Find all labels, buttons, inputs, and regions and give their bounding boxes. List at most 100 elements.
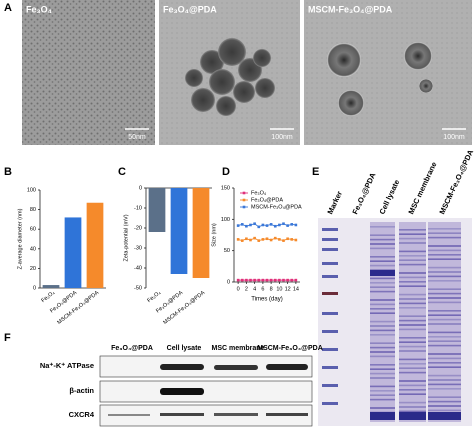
scale-bar-label: 100nm bbox=[271, 134, 293, 141]
panel-label: E bbox=[312, 166, 319, 178]
protein-band bbox=[428, 288, 461, 290]
data-point bbox=[240, 278, 244, 282]
data-point bbox=[257, 225, 261, 229]
data-point bbox=[273, 278, 277, 282]
scale-bar-label: 50nm bbox=[128, 134, 146, 141]
data-point bbox=[286, 224, 289, 227]
protein-band bbox=[428, 405, 461, 407]
legend-label: MSCM-Fe₃O₄@PDA bbox=[251, 204, 302, 210]
protein-band bbox=[399, 367, 426, 369]
protein-band bbox=[370, 329, 395, 332]
data-point bbox=[245, 224, 248, 228]
protein-band bbox=[428, 344, 461, 347]
data-point bbox=[290, 238, 294, 241]
x-tick-label: Fe₃O₄ bbox=[40, 290, 56, 305]
protein-band bbox=[399, 293, 426, 296]
protein-band bbox=[370, 260, 395, 262]
protein-band bbox=[370, 308, 395, 310]
protein-band bbox=[428, 396, 461, 398]
y-tick-label: 60 bbox=[30, 227, 36, 233]
protein-band bbox=[428, 236, 461, 239]
protein-band bbox=[399, 242, 426, 244]
protein-band bbox=[370, 290, 395, 293]
x-tick-label: 8 bbox=[270, 286, 273, 292]
protein-band bbox=[399, 237, 426, 240]
panel-label: D bbox=[222, 166, 230, 178]
data-point bbox=[240, 223, 244, 226]
data-point bbox=[261, 278, 265, 282]
blot-strip bbox=[99, 404, 313, 427]
protein-band bbox=[428, 366, 461, 368]
x-tick-label: MSCM-Fe₃O₄@PDA bbox=[56, 290, 100, 326]
protein-band bbox=[399, 341, 426, 343]
data-point bbox=[265, 224, 269, 227]
protein-band bbox=[399, 276, 426, 279]
marker-band bbox=[322, 402, 338, 405]
blot-strip bbox=[99, 380, 313, 403]
protein-band bbox=[428, 275, 461, 278]
bar bbox=[170, 188, 188, 274]
protein-band bbox=[428, 383, 461, 386]
data-point bbox=[265, 237, 269, 241]
lane-label: MSC membrane bbox=[406, 161, 438, 216]
protein-band bbox=[428, 258, 461, 260]
y-tick-label: -20 bbox=[134, 225, 142, 231]
protein-band bbox=[428, 228, 461, 230]
bar bbox=[148, 188, 166, 232]
protein-band bbox=[370, 270, 395, 276]
data-point bbox=[294, 238, 298, 242]
bar bbox=[64, 217, 82, 288]
image-label: Fe₃O₄@PDA bbox=[163, 4, 217, 14]
y-tick-label: -30 bbox=[134, 245, 142, 251]
protein-band bbox=[428, 409, 461, 412]
data-point bbox=[261, 223, 265, 227]
protein-band bbox=[370, 320, 395, 323]
blot-strip bbox=[99, 355, 313, 378]
data-point bbox=[286, 237, 289, 241]
protein-band bbox=[399, 285, 426, 287]
protein-band bbox=[370, 372, 395, 375]
row-label: β-actin bbox=[69, 386, 94, 395]
x-tick-label: 0 bbox=[237, 286, 240, 292]
protein-band bbox=[399, 263, 426, 266]
bar bbox=[42, 285, 60, 288]
protein-band bbox=[428, 297, 461, 299]
bar bbox=[86, 202, 104, 288]
x-tick-label: 4 bbox=[253, 286, 256, 292]
y-tick-label: -40 bbox=[134, 265, 142, 271]
data-point bbox=[240, 239, 244, 242]
x-tick-label: 10 bbox=[276, 286, 282, 292]
protein-band bbox=[370, 303, 395, 306]
protein-band bbox=[399, 281, 426, 283]
protein-band bbox=[399, 255, 426, 257]
protein-band bbox=[428, 353, 461, 355]
data-point bbox=[249, 278, 252, 282]
data-point bbox=[253, 222, 256, 226]
data-point bbox=[236, 278, 240, 282]
protein-band bbox=[428, 292, 461, 295]
protein-band bbox=[399, 337, 426, 339]
protein-band bbox=[370, 247, 395, 250]
protein-band bbox=[399, 410, 426, 413]
data-point bbox=[236, 238, 240, 241]
protein-band bbox=[428, 245, 461, 247]
marker-band bbox=[322, 312, 338, 315]
protein-band bbox=[370, 234, 395, 236]
y-tick-label: 20 bbox=[30, 266, 36, 272]
y-tick-label: 50 bbox=[224, 248, 230, 254]
data-point bbox=[273, 236, 277, 240]
legend-marker bbox=[242, 205, 246, 209]
marker-band bbox=[322, 384, 338, 387]
lane-smear bbox=[370, 222, 395, 422]
data-point bbox=[273, 224, 277, 228]
data-point bbox=[278, 238, 281, 241]
protein-band bbox=[370, 385, 395, 388]
protein-band bbox=[399, 345, 426, 348]
protein-band bbox=[399, 319, 426, 322]
legend-marker bbox=[242, 198, 246, 202]
protein-band bbox=[428, 331, 461, 334]
protein-band bbox=[370, 325, 395, 327]
protein-band bbox=[428, 266, 461, 269]
protein-band bbox=[399, 358, 426, 361]
